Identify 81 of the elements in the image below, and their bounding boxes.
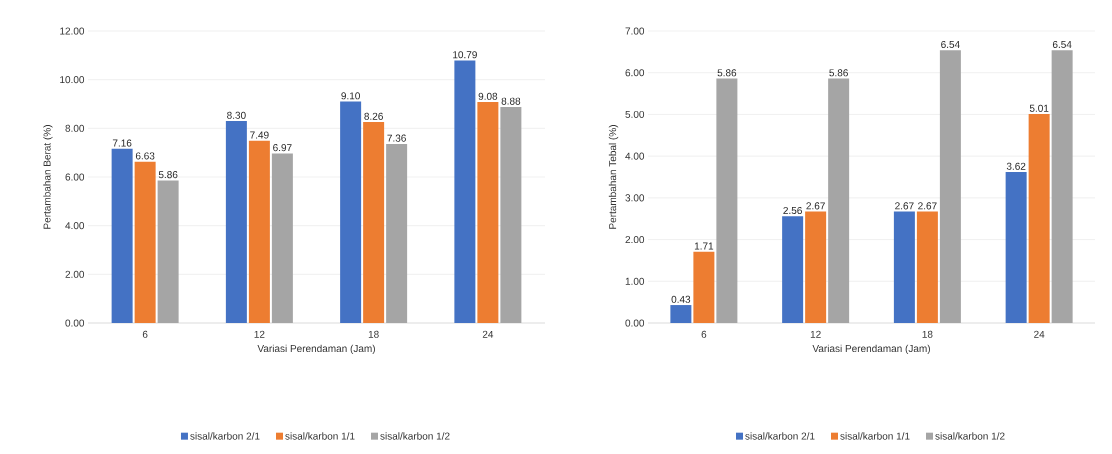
- data-label: 8.26: [364, 112, 383, 120]
- x-tick-label: 24: [1034, 330, 1045, 338]
- x-tick-label: 24: [482, 330, 494, 338]
- bar: [893, 211, 915, 323]
- y-axis-title: Pertambahan Berat (%): [43, 125, 53, 229]
- data-label: 7.49: [250, 131, 269, 139]
- data-label: 10.79: [453, 51, 477, 59]
- y-tick-label: 4.00: [625, 152, 645, 160]
- data-label: 2.67: [806, 202, 825, 210]
- bar: [157, 180, 179, 323]
- data-label: 5.01: [1029, 104, 1049, 112]
- bar: [477, 102, 499, 323]
- data-label: 2.67: [895, 202, 914, 210]
- data-label: 6.54: [941, 40, 960, 48]
- bar: [693, 251, 715, 323]
- data-label: 6.97: [273, 144, 292, 152]
- data-label: 8.88: [501, 97, 521, 105]
- bar: [1005, 172, 1027, 323]
- legend-label: sisal/karbon 2/1: [745, 432, 815, 440]
- bar: [1028, 114, 1050, 323]
- data-label: 5.86: [158, 171, 178, 179]
- bar: [782, 216, 804, 323]
- data-label: 9.10: [341, 92, 360, 100]
- x-tick-label: 6: [142, 330, 148, 338]
- data-label: 7.36: [387, 134, 406, 142]
- y-tick-label: 8.00: [65, 124, 85, 132]
- data-label: 2.56: [783, 206, 802, 215]
- y-tick-label: 4.00: [65, 222, 85, 230]
- bar: [916, 211, 938, 323]
- bar: [670, 305, 692, 323]
- x-tick-label: 18: [368, 330, 379, 338]
- bar: [134, 161, 156, 323]
- legend-label: sisal/karbon 2/1: [190, 432, 260, 440]
- bar: [271, 153, 293, 323]
- y-tick-label: 0.00: [65, 319, 85, 327]
- legend-label: sisal/karbon 1/2: [935, 432, 1005, 440]
- x-tick-label: 6: [701, 330, 707, 338]
- y-tick-label: 2.00: [625, 236, 645, 244]
- data-label: 9.08: [478, 92, 498, 100]
- data-label: 8.30: [227, 111, 246, 119]
- bar: [828, 78, 850, 323]
- data-label: 1.71: [694, 242, 714, 250]
- legend-label: sisal/karbon 1/1: [285, 432, 355, 440]
- y-tick-label: 6.00: [625, 69, 645, 77]
- data-label: 5.86: [717, 69, 737, 77]
- bar: [1051, 50, 1073, 323]
- y-tick-label: 10.00: [60, 76, 85, 84]
- data-label: 6.63: [135, 152, 155, 160]
- y-tick-label: 3.00: [625, 194, 645, 202]
- legend-label: sisal/karbon 1/2: [380, 432, 450, 440]
- bar: [805, 211, 827, 323]
- legend-label: sisal/karbon 1/1: [840, 432, 910, 440]
- x-tick-label: 18: [922, 330, 933, 338]
- bar: [939, 50, 961, 323]
- bar: [340, 101, 362, 323]
- bar: [111, 148, 133, 323]
- x-axis-title: Variasi Perendaman (Jam): [812, 344, 930, 355]
- data-label: 0.43: [671, 295, 691, 303]
- bar: [363, 122, 385, 323]
- bar: [454, 60, 476, 323]
- bar: [386, 143, 408, 323]
- data-label: 3.62: [1006, 162, 1026, 170]
- y-tick-label: 5.00: [625, 110, 645, 118]
- data-label: 2.67: [918, 202, 937, 210]
- x-axis-title: Variasi Perendaman (Jam): [257, 344, 375, 355]
- bar: [500, 106, 522, 323]
- bar: [248, 140, 270, 323]
- x-tick-label: 12: [810, 330, 821, 338]
- y-tick-label: 2.00: [65, 270, 85, 278]
- bar: [225, 121, 247, 323]
- y-tick-label: 7.00: [625, 27, 645, 35]
- y-tick-label: 0.00: [625, 319, 645, 327]
- data-label: 6.54: [1052, 40, 1072, 48]
- bar: [716, 78, 738, 323]
- y-axis-title: Pertambahan Tebal (%): [608, 125, 619, 229]
- y-tick-label: 6.00: [65, 173, 85, 181]
- y-tick-label: 12.00: [60, 27, 85, 35]
- y-tick-label: 1.00: [625, 277, 645, 285]
- data-label: 7.16: [112, 139, 132, 147]
- data-label: 5.86: [829, 69, 848, 77]
- x-tick-label: 12: [254, 330, 265, 338]
